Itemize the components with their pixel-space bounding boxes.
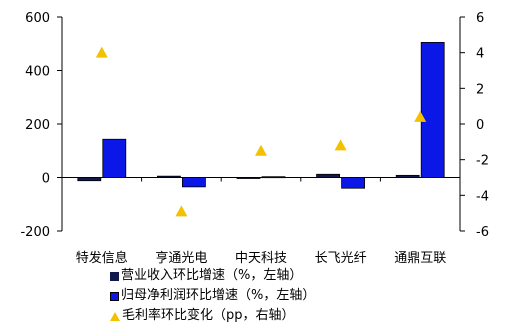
left-tick-label: 0 [42, 172, 50, 187]
left-tick-label: 200 [25, 118, 50, 133]
bar-net-profit [102, 138, 127, 178]
legend-item-net-profit: 归母净利润环比增速（%，左轴） [110, 286, 315, 306]
gross-margin-marker [414, 110, 427, 122]
gross-margin-marker [175, 205, 188, 217]
bar-net-profit [181, 177, 206, 188]
legend-swatch-gross-margin [110, 311, 120, 321]
gross-margin-marker [95, 46, 108, 58]
legend: 营业收入环比增速（%，左轴） 归母净利润环比增速（%，左轴） 毛利率环比变化（p… [110, 266, 315, 326]
legend-swatch-net-profit [110, 291, 119, 301]
bar-revenue [395, 174, 420, 178]
legend-label-revenue: 营业收入环比增速（%，左轴） [121, 268, 303, 283]
x-tick-label: 特发信息 [76, 250, 128, 266]
legend-swatch-revenue [110, 271, 119, 281]
right-tick-label: 6 [476, 11, 484, 26]
left-tick-label: 400 [25, 65, 50, 80]
bar-revenue [236, 177, 261, 179]
bar-net-profit [341, 177, 366, 189]
right-tick-label: -6 [476, 225, 489, 240]
gross-margin-marker [255, 144, 267, 156]
legend-item-gross-margin: 毛利率环比变化（pp，右轴） [110, 306, 315, 326]
legend-label-gross-margin: 毛利率环比变化（pp，右轴） [122, 308, 295, 323]
x-tick-label: 长飞光纤 [315, 251, 367, 266]
right-tick-label: 2 [476, 82, 484, 97]
right-tick-label: 0 [476, 118, 484, 133]
legend-label-net-profit: 归母净利润环比增速（%，左轴） [121, 288, 316, 303]
right-tick-label: 4 [476, 47, 484, 62]
bar-revenue [77, 177, 102, 182]
right-tick-label: -4 [476, 189, 489, 204]
gross-margin-marker [334, 139, 347, 151]
bar-net-profit [261, 176, 286, 179]
right-tick-label: -2 [476, 154, 489, 169]
bar-revenue [316, 173, 341, 178]
bar-net-profit [420, 42, 445, 178]
x-tick-label: 通鼎互联 [394, 251, 446, 266]
legend-item-revenue: 营业收入环比增速（%，左轴） [110, 266, 315, 286]
left-tick-label: -200 [20, 225, 50, 240]
left-tick-label: 600 [25, 11, 50, 26]
x-tick-label: 中天科技 [235, 251, 287, 266]
x-tick-label: 亨通光电 [155, 250, 207, 266]
bar-revenue [156, 175, 181, 178]
